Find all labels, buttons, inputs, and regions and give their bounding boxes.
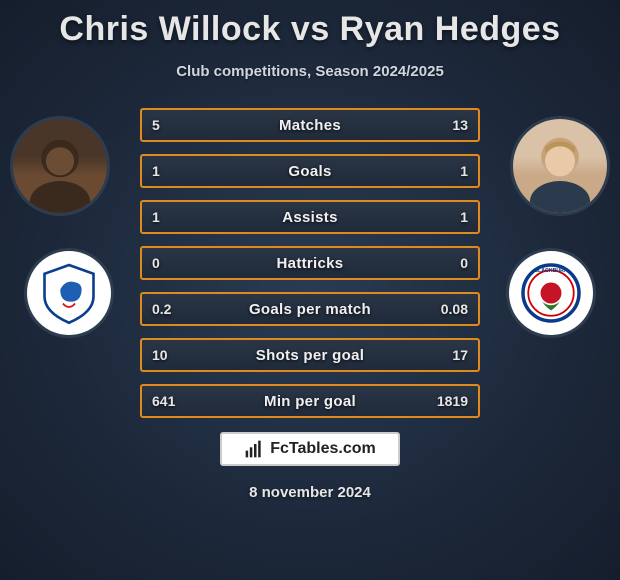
blackburn-badge-icon: BLACKBURN (516, 258, 586, 328)
stat-label: Shots per goal (256, 347, 364, 364)
avatar-placeholder-icon (513, 119, 607, 213)
stat-right-value: 13 (452, 117, 468, 133)
comparison-panel: BLACKBURN 5 Matches 13 1 Goals 1 1 Assis… (0, 108, 620, 501)
club-left-logo (24, 248, 114, 338)
stat-left-value: 5 (152, 117, 160, 133)
stat-row: 1 Assists 1 (140, 200, 480, 234)
stat-label: Min per goal (264, 393, 356, 410)
stat-label: Assists (282, 209, 337, 226)
date-label: 8 november 2024 (0, 484, 620, 501)
stat-right-value: 1 (460, 163, 468, 179)
stat-label: Hattricks (277, 255, 344, 272)
bar-chart-icon (244, 439, 264, 459)
stat-row: 641 Min per goal 1819 (140, 384, 480, 418)
branding-text: FcTables.com (270, 440, 376, 458)
stat-right-value: 17 (452, 347, 468, 363)
stat-label: Goals (288, 163, 331, 180)
stat-right-value: 0 (460, 255, 468, 271)
stat-left-value: 0.2 (152, 301, 171, 317)
player-left-avatar (10, 116, 110, 216)
stat-right-value: 1819 (437, 393, 468, 409)
page-title: Chris Willock vs Ryan Hedges (0, 0, 620, 49)
player-right-avatar (510, 116, 610, 216)
stat-row: 0 Hattricks 0 (140, 246, 480, 280)
stat-right-value: 1 (460, 209, 468, 225)
stat-row: 0.2 Goals per match 0.08 (140, 292, 480, 326)
stat-right-value: 0.08 (441, 301, 468, 317)
club-right-logo: BLACKBURN (506, 248, 596, 338)
stats-rows: 5 Matches 13 1 Goals 1 1 Assists 1 0 Hat… (140, 108, 480, 418)
stat-left-value: 1 (152, 163, 160, 179)
branding-badge[interactable]: FcTables.com (220, 432, 400, 466)
avatar-placeholder-icon (13, 119, 107, 213)
stat-left-value: 10 (152, 347, 168, 363)
stat-left-value: 1 (152, 209, 160, 225)
stat-left-value: 0 (152, 255, 160, 271)
stat-label: Goals per match (249, 301, 371, 318)
subtitle: Club competitions, Season 2024/2025 (0, 63, 620, 80)
stat-label: Matches (279, 117, 341, 134)
svg-text:BLACKBURN: BLACKBURN (534, 268, 568, 274)
stat-left-value: 641 (152, 393, 175, 409)
stat-row: 1 Goals 1 (140, 154, 480, 188)
stat-row: 5 Matches 13 (140, 108, 480, 142)
cardiff-badge-icon (34, 258, 104, 328)
stat-row: 10 Shots per goal 17 (140, 338, 480, 372)
